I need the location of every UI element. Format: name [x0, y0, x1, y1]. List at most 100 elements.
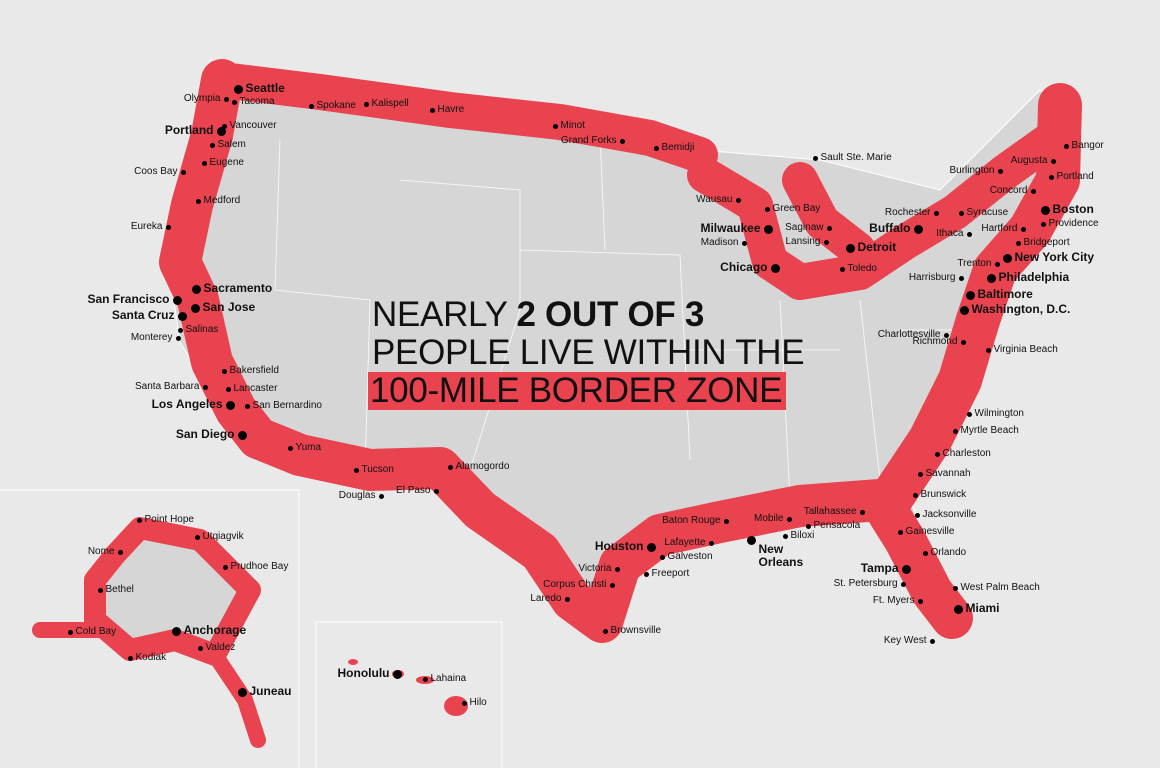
- city-marker: [191, 284, 201, 294]
- city-marker: [1020, 226, 1026, 232]
- city-label: Havre: [437, 103, 465, 115]
- city-label: Buffalo: [869, 220, 911, 235]
- city-label: San Bernardino: [252, 399, 323, 411]
- city-marker: [194, 534, 200, 540]
- city-marker: [564, 596, 570, 602]
- city-marker: [225, 386, 231, 392]
- city-marker: [826, 225, 832, 231]
- city-label: Monterey: [130, 331, 173, 343]
- city-label: Prudhoe Bay: [230, 560, 289, 572]
- city-marker: [912, 492, 918, 498]
- city-label: Spokane: [316, 99, 356, 111]
- city-marker: [197, 645, 203, 651]
- city-label: Madison: [700, 236, 739, 248]
- city-marker: [171, 626, 181, 636]
- city-marker: [1063, 143, 1069, 149]
- city-label: Sacramento: [203, 280, 273, 295]
- city-marker: [986, 273, 996, 283]
- city-marker: [233, 84, 243, 94]
- city-label: Mobile: [754, 512, 784, 524]
- city-label: Richmond: [912, 335, 958, 347]
- city-label: Cold Bay: [75, 625, 117, 637]
- city-label: Saginaw: [785, 221, 824, 233]
- hawaii-inset-frame: [315, 621, 503, 768]
- city-marker: [646, 542, 656, 552]
- city-marker: [723, 518, 729, 524]
- city-label: Nome: [87, 545, 115, 557]
- city-marker: [177, 327, 183, 333]
- city-label: Key West: [883, 634, 927, 646]
- city-marker: [136, 517, 142, 523]
- city-label: Seattle: [245, 80, 285, 95]
- city-label: Houston: [594, 538, 644, 553]
- city-label: Providence: [1048, 217, 1099, 229]
- city-label: Los Angeles: [151, 396, 223, 411]
- city-label: Concord: [989, 184, 1028, 196]
- city-label: Victoria: [578, 562, 612, 574]
- city-marker: [287, 445, 293, 451]
- city-label: Biloxi: [790, 529, 815, 541]
- city-label: Portland: [1056, 170, 1094, 182]
- city-marker: [172, 295, 182, 305]
- city-marker: [209, 142, 215, 148]
- city-label: Utqiagvik: [202, 530, 244, 542]
- city-label: Sault Ste. Marie: [820, 151, 892, 163]
- city-marker: [735, 197, 741, 203]
- city-marker: [966, 411, 972, 417]
- city-marker: [175, 335, 181, 341]
- city-label: Alamogordo: [455, 460, 510, 472]
- city-label: Milwaukee: [700, 220, 761, 235]
- city-marker: [422, 676, 428, 682]
- city-marker: [244, 403, 250, 409]
- city-marker: [433, 488, 439, 494]
- city-marker: [223, 96, 229, 102]
- city-marker: [237, 430, 247, 440]
- city-marker: [917, 471, 923, 477]
- city-marker: [461, 700, 467, 706]
- city-marker: [1030, 188, 1036, 194]
- city-label: Santa Cruz: [111, 307, 175, 322]
- city-marker: [97, 587, 103, 593]
- city-label: Corpus Christi: [543, 578, 607, 590]
- city-label: Miami: [965, 600, 1000, 615]
- city-marker: [823, 239, 829, 245]
- city-marker: [221, 368, 227, 374]
- city-marker: [614, 566, 620, 572]
- city-marker: [958, 275, 964, 281]
- city-label: Valdez: [205, 641, 236, 653]
- city-label: Myrtle Beach: [960, 424, 1019, 436]
- city-marker: [805, 523, 811, 529]
- city-marker: [770, 263, 780, 273]
- city-label: Syracuse: [966, 206, 1009, 218]
- city-marker: [231, 99, 237, 105]
- city-marker: [1040, 221, 1046, 227]
- city-label: Gainesville: [905, 525, 955, 537]
- city-label: Juneau: [249, 683, 292, 698]
- city-label: Coos Bay: [134, 165, 178, 177]
- city-label: Trenton: [957, 257, 992, 269]
- city-label: Salem: [217, 138, 246, 150]
- city-label: Harrisburg: [908, 271, 956, 283]
- city-marker: [764, 206, 770, 212]
- city-marker: [392, 669, 402, 679]
- city-marker: [763, 224, 773, 234]
- city-marker: [429, 107, 435, 113]
- city-label: Baltimore: [977, 286, 1033, 301]
- city-marker: [602, 628, 608, 634]
- city-marker: [913, 224, 923, 234]
- city-label: Bakersfield: [229, 364, 279, 376]
- city-marker: [378, 493, 384, 499]
- city-label: Wausau: [696, 193, 733, 205]
- city-label: San Diego: [175, 426, 235, 441]
- city-marker: [929, 638, 935, 644]
- city-label: Anchorage: [183, 622, 247, 637]
- city-marker: [1048, 174, 1054, 180]
- city-marker: [958, 210, 964, 216]
- city-label: Olympia: [183, 92, 221, 104]
- city-label: Rochester: [884, 206, 931, 218]
- city-label: Burlington: [949, 164, 995, 176]
- city-marker: [619, 138, 625, 144]
- city-marker: [966, 231, 972, 237]
- city-marker: [839, 266, 845, 272]
- city-marker: [117, 549, 123, 555]
